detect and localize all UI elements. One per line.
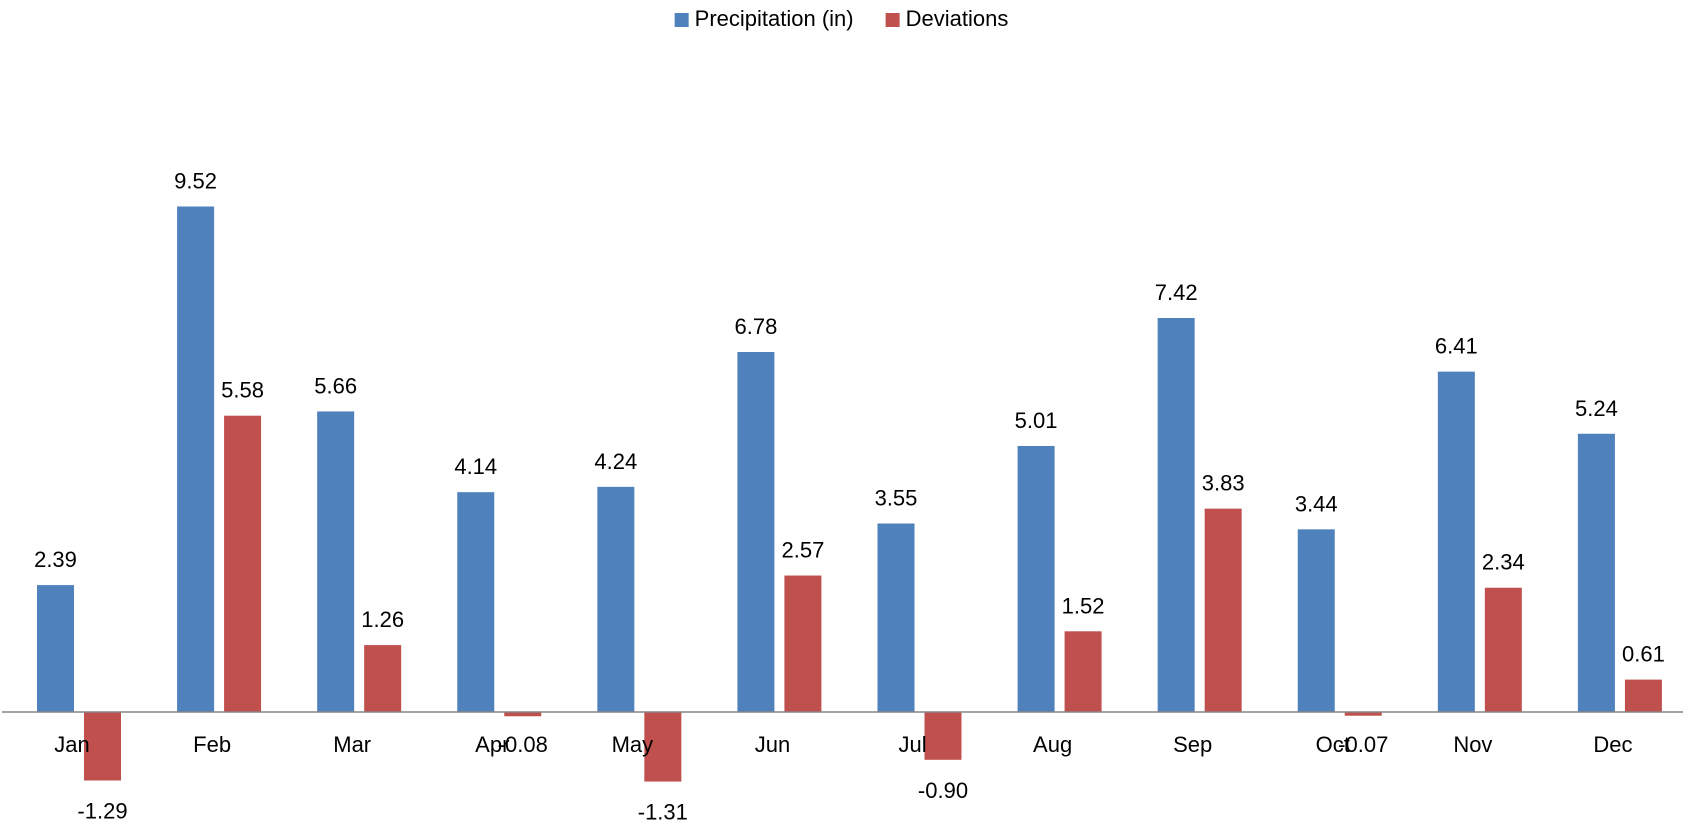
data-label-deviation-apr: -0.08 — [498, 732, 548, 757]
legend-swatch-deviations — [885, 13, 900, 27]
x-tick-label-may: May — [612, 732, 654, 757]
bar-deviation-mar — [364, 645, 402, 712]
x-tick-label-apr: Apr — [475, 732, 509, 757]
data-label-precipitation-mar: 5.66 — [314, 373, 357, 398]
legend: Precipitation (in) Deviations — [674, 6, 1009, 31]
data-label-deviation-aug: 1.52 — [1062, 593, 1105, 618]
x-tick-label-dec: Dec — [1593, 732, 1632, 757]
data-labels: 2.39 -1.29 9.52 5.58 5.66 1.26 4.14 -0.08 4.24 -1… — [34, 168, 1665, 822]
bar-deviation-aug — [1064, 631, 1102, 712]
bar-deviation-jul — [924, 712, 962, 760]
x-tick-label-mar: Mar — [333, 732, 371, 757]
data-label-deviation-oct: -0.07 — [1338, 732, 1388, 757]
data-label-precipitation-oct: 3.44 — [1295, 491, 1338, 516]
x-tick-label-aug: Aug — [1033, 732, 1072, 757]
data-label-precipitation-nov: 6.41 — [1435, 334, 1478, 359]
data-label-precipitation-sep: 7.42 — [1155, 280, 1198, 305]
data-label-precipitation-jun: 6.78 — [735, 314, 778, 339]
bar-precipitation-jun — [737, 351, 775, 712]
legend-label-precipitation: Precipitation (in) — [695, 6, 854, 31]
bar-precipitation-oct — [1297, 529, 1335, 712]
data-label-precipitation-jan: 2.39 — [34, 547, 77, 572]
legend-label-deviations: Deviations — [906, 6, 1009, 31]
legend-swatch-precipitation — [674, 13, 689, 27]
data-label-precipitation-aug: 5.01 — [1015, 408, 1058, 433]
bar-precipitation-jul — [877, 523, 915, 712]
legend-item-deviations: Deviations — [885, 6, 1009, 31]
bar-deviation-sep — [1204, 508, 1242, 712]
data-label-precipitation-feb: 9.52 — [174, 168, 217, 193]
x-tick-label-feb: Feb — [193, 732, 231, 757]
bar-precipitation-may — [597, 486, 635, 712]
bar-deviation-oct — [1344, 712, 1382, 716]
bar-precipitation-apr — [457, 492, 495, 712]
x-tick-label-jul: Jul — [898, 732, 926, 757]
data-label-deviation-sep: 3.83 — [1202, 471, 1245, 496]
bars — [37, 206, 1662, 782]
x-tick-label-nov: Nov — [1453, 732, 1492, 757]
bar-deviation-feb — [224, 415, 262, 712]
bar-deviation-may — [644, 712, 682, 782]
bar-deviation-apr — [504, 712, 542, 717]
bar-deviation-dec — [1624, 679, 1662, 712]
data-label-deviation-jun: 2.57 — [782, 538, 825, 563]
x-tick-labels: Jan Feb Mar Apr May Jun Jul Aug Sep Oct Nov Dec — [54, 732, 1632, 757]
x-tick-label-sep: Sep — [1173, 732, 1212, 757]
data-label-deviation-dec: 0.61 — [1622, 642, 1665, 667]
data-label-precipitation-apr: 4.14 — [454, 454, 497, 479]
data-label-deviation-jan: -1.29 — [77, 798, 127, 822]
bar-precipitation-nov — [1437, 371, 1475, 712]
x-tick-label-jun: Jun — [755, 732, 790, 757]
bar-precipitation-mar — [317, 411, 355, 712]
x-tick-label-oct: Oct — [1316, 732, 1350, 757]
data-label-deviation-mar: 1.26 — [361, 607, 404, 632]
data-label-deviation-may: -1.31 — [638, 800, 688, 822]
data-label-precipitation-jul: 3.55 — [875, 485, 918, 510]
x-tick-label-jan: Jan — [54, 732, 89, 757]
bar-deviation-nov — [1484, 587, 1522, 712]
legend-item-precipitation: Precipitation (in) — [674, 6, 854, 31]
bar-precipitation-dec — [1577, 433, 1615, 712]
data-label-deviation-feb: 5.58 — [221, 378, 264, 403]
data-label-precipitation-dec: 5.24 — [1575, 396, 1618, 421]
bar-precipitation-aug — [1017, 445, 1055, 712]
bar-precipitation-jan — [37, 585, 74, 712]
data-label-deviation-nov: 2.34 — [1482, 550, 1525, 575]
bar-deviation-jun — [784, 575, 822, 712]
data-label-precipitation-may: 4.24 — [594, 449, 637, 474]
bar-deviation-jan — [84, 712, 121, 781]
bar-precipitation-feb — [177, 206, 215, 712]
data-label-deviation-jul: -0.90 — [918, 778, 968, 803]
bar-precipitation-sep — [1157, 317, 1195, 712]
